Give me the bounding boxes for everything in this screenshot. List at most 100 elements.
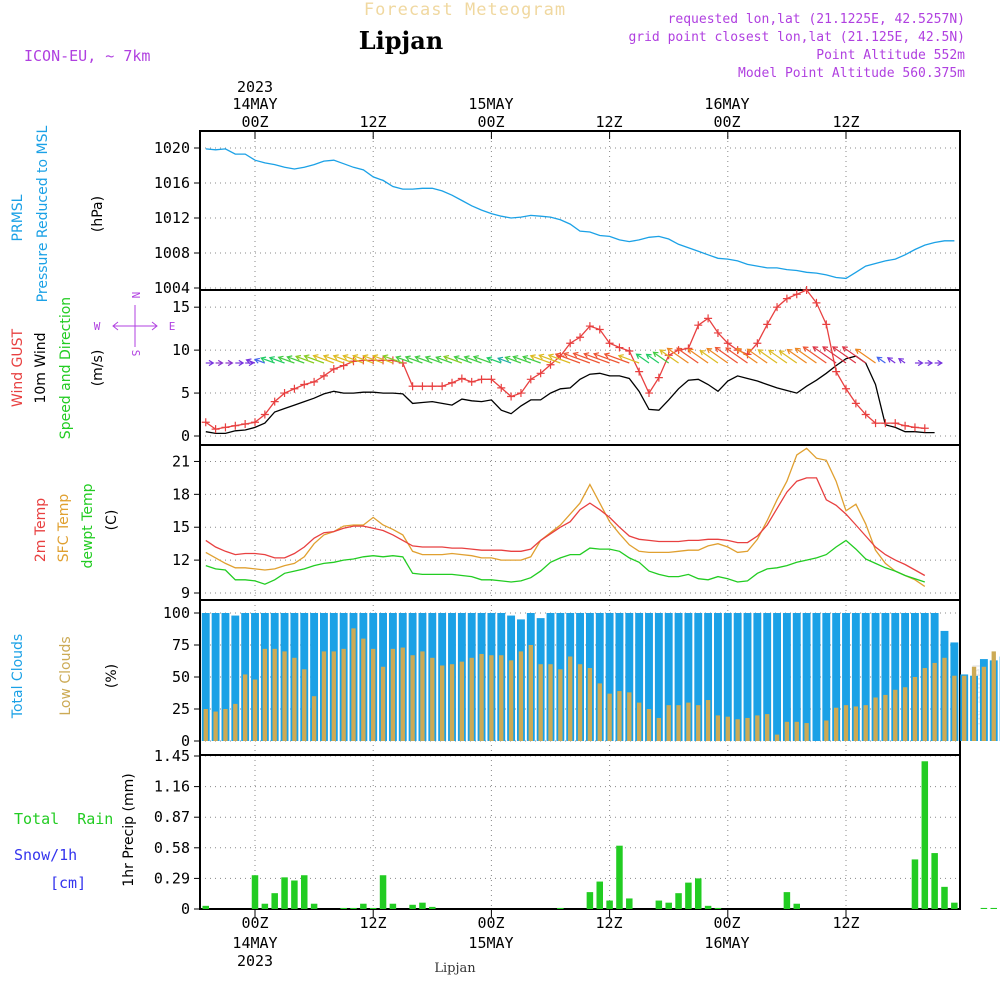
wind-arrow-head bbox=[538, 353, 545, 360]
gust-line-marker bbox=[211, 425, 220, 434]
gust-line-marker bbox=[497, 383, 506, 392]
gust-line-marker bbox=[477, 375, 486, 384]
wind-arrow bbox=[464, 356, 482, 364]
low-cloud-bar bbox=[252, 679, 258, 741]
bottom-time-1: 00Z bbox=[241, 914, 268, 932]
wind-arrow bbox=[699, 350, 719, 364]
low-cloud-bar bbox=[804, 723, 809, 741]
low-cloud-bar bbox=[489, 655, 494, 741]
wind-arrow bbox=[604, 353, 630, 364]
gust-line-marker bbox=[438, 382, 447, 391]
wind-unit: (m/s) bbox=[90, 350, 106, 387]
y-tick-label: 5 bbox=[181, 384, 190, 402]
low-cloud-bar bbox=[745, 717, 750, 741]
wind-arrow bbox=[260, 357, 275, 364]
rain-bar bbox=[261, 903, 269, 909]
bottom-time-6: 12Z bbox=[832, 914, 859, 932]
y-tick-label: 15 bbox=[172, 298, 190, 316]
wind-arrow-head bbox=[529, 354, 536, 361]
gust-line-marker bbox=[861, 410, 870, 419]
top-time-6: 12Z bbox=[832, 113, 859, 131]
point-altitude: Point Altitude 552m bbox=[816, 48, 965, 63]
low-cloud-bar bbox=[735, 719, 740, 741]
low-cloud-bar bbox=[725, 716, 730, 741]
wind-arrow-head bbox=[303, 354, 310, 361]
dewpt-line bbox=[205, 539, 926, 585]
wind-arrow bbox=[887, 357, 896, 364]
y-tick-label: 50 bbox=[172, 668, 190, 686]
gust-line-marker bbox=[280, 389, 289, 398]
wind-arrow bbox=[725, 347, 748, 364]
low-cloud-bar bbox=[410, 655, 415, 741]
wind-arrow-head bbox=[757, 349, 764, 355]
total-cloud-bar bbox=[763, 613, 772, 741]
wind-arrow bbox=[898, 358, 906, 364]
gust-line-marker bbox=[773, 303, 782, 312]
rain-bar bbox=[626, 898, 633, 909]
gust-line-marker bbox=[851, 399, 860, 408]
low-cloud-bar bbox=[528, 645, 533, 741]
wind-arrow-head bbox=[504, 355, 511, 362]
wind-arrow-head bbox=[322, 354, 329, 361]
bottom-time-5: 00Z bbox=[713, 914, 740, 932]
wind-arrow-head bbox=[260, 356, 267, 363]
y-tick-label: 9 bbox=[181, 584, 190, 602]
total-cloud-bar bbox=[221, 613, 230, 741]
total-clouds-label: Total Clouds bbox=[10, 634, 26, 719]
y-tick-label: 75 bbox=[172, 636, 190, 654]
rain-bar bbox=[714, 907, 722, 909]
wind-arrow-head bbox=[687, 348, 694, 355]
low-cloud-bar bbox=[666, 705, 671, 741]
wind-arrow-head bbox=[395, 355, 402, 362]
gust-line-marker bbox=[418, 382, 427, 391]
low-cloud-bar bbox=[213, 711, 218, 741]
y-tick-label: 21 bbox=[172, 452, 190, 470]
gust-line-marker bbox=[270, 397, 279, 406]
wind-arrow bbox=[486, 357, 502, 364]
wind-arrow bbox=[563, 352, 591, 364]
total-cloud-bar bbox=[871, 613, 880, 741]
low-cloud-bar bbox=[538, 664, 543, 741]
bottom-time-4: 12Z bbox=[595, 914, 622, 932]
low-cloud-bar bbox=[390, 648, 396, 741]
low-cloud-bar bbox=[469, 657, 474, 741]
gust-line-marker bbox=[536, 369, 545, 378]
low-cloud-bar bbox=[883, 694, 888, 741]
gust-line-marker bbox=[526, 375, 535, 384]
wind-arrow bbox=[454, 356, 472, 364]
gust-line-marker bbox=[585, 322, 594, 331]
gust-line-marker bbox=[349, 357, 358, 366]
low-cloud-bar bbox=[233, 703, 238, 741]
wind-arrow-head bbox=[442, 354, 450, 361]
low-cloud-bar bbox=[449, 664, 455, 741]
wind-arrow bbox=[473, 356, 492, 364]
wind-arrow bbox=[636, 353, 650, 364]
low-cloud-bar bbox=[321, 651, 327, 741]
wind-arrow-head bbox=[706, 347, 713, 354]
wind-arrow-head bbox=[404, 355, 411, 362]
rain-bar bbox=[685, 882, 692, 909]
gust-line-marker bbox=[231, 421, 240, 430]
cloud-bars bbox=[201, 613, 1000, 741]
gust-line-marker bbox=[516, 389, 525, 398]
y-tick-label: 1016 bbox=[154, 174, 190, 192]
low-cloud-bar bbox=[617, 691, 622, 741]
rain-bar bbox=[704, 905, 712, 909]
wind-arrow-head bbox=[876, 356, 883, 363]
low-cloud-bar bbox=[597, 683, 602, 741]
low-cloud-bar bbox=[568, 656, 573, 741]
wind-arrow bbox=[415, 356, 433, 364]
wind-arrow-head bbox=[794, 347, 801, 354]
precip-axis-label: 1hr Precip (mm) bbox=[121, 773, 137, 886]
low-cloud-bar bbox=[932, 662, 937, 741]
total-cloud-bar bbox=[802, 613, 811, 741]
rain-bar bbox=[360, 903, 367, 909]
low-cloud-bar bbox=[400, 647, 405, 741]
rain-bar bbox=[369, 907, 377, 909]
rain-bar bbox=[596, 881, 604, 909]
low-cloud-bar bbox=[420, 651, 425, 741]
total-cloud-bar bbox=[753, 613, 762, 741]
rain-bar bbox=[655, 900, 663, 909]
snow-label: Snow/1h bbox=[14, 846, 77, 864]
